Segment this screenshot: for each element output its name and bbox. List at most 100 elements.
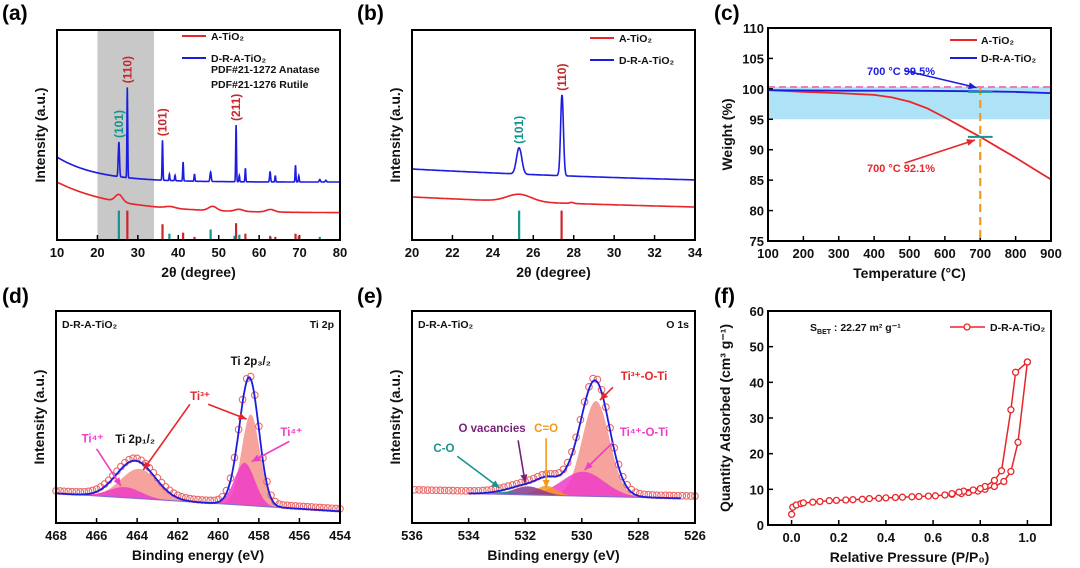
- x-tick-label: 32: [647, 245, 661, 260]
- x-tick-label: 60: [252, 245, 266, 260]
- annotation-arrow-head: [968, 82, 977, 90]
- component-peak: [468, 486, 681, 499]
- raw-data-point: [427, 486, 436, 495]
- adsorption-line: [790, 361, 1029, 515]
- x-tick-label: 20: [405, 245, 419, 260]
- y-tick-label: 80: [750, 204, 764, 219]
- panel-d: (d) 468 466 464 462 460 458 456 454 Binding energ…: [2, 285, 352, 563]
- legend-label: D-R-A-TiO₂: [981, 53, 1037, 65]
- raw-data-point: [678, 491, 687, 500]
- x-tick-label: 464: [126, 528, 148, 543]
- annotation-label: Ti⁴⁺: [82, 433, 104, 445]
- plot-frame: [767, 310, 1052, 526]
- y-axis-label: Intensity (a.u.): [387, 370, 403, 465]
- annotation-arrow-head: [251, 454, 261, 462]
- raw-data-point: [415, 486, 423, 494]
- x-tick-label: 500: [899, 246, 921, 261]
- x-axis-label: 2θ (degree): [161, 264, 235, 280]
- plot-frame: [55, 310, 341, 524]
- x-tick-label: 24: [486, 245, 501, 260]
- x-axis-label: Temperature (°C): [853, 265, 966, 281]
- annotation-label: 700 °C 92.1%: [867, 163, 935, 175]
- adsorption-point: [799, 499, 808, 507]
- y-tick-label: 95: [750, 112, 764, 127]
- x-tick-label: 534: [458, 528, 480, 543]
- peak-label: (110): [555, 64, 569, 91]
- peak-label: (211): [229, 94, 243, 121]
- desorption-point: [990, 476, 999, 485]
- x-tick-label: 0.4: [877, 530, 896, 545]
- series-line-a-tio2: [56, 181, 340, 214]
- y-axis-label: Intensity (a.u.): [31, 370, 47, 465]
- legend: D-R-A-TiO₂: [950, 322, 1046, 334]
- annotation-arrow-head: [113, 477, 121, 486]
- x-tick-label: 526: [684, 528, 706, 543]
- legend: A-TiO₂ D-R-A-TiO₂: [950, 35, 1037, 65]
- raw-data-point: [432, 486, 440, 495]
- y-tick-label: 20: [750, 447, 764, 462]
- y-tick-label: 110: [743, 21, 764, 36]
- desorption-point: [976, 484, 984, 493]
- x-tick-label: 532: [514, 528, 536, 543]
- raw-data-point: [453, 486, 462, 495]
- y-axis: 75 80 85 90 95 100 105 110: [742, 21, 773, 249]
- annotation-label: O vacancies: [459, 423, 526, 435]
- x-axis: 468 466 464 462 460 458 456 454: [45, 518, 352, 543]
- desorption-line: [951, 361, 1028, 495]
- annotation-arrow-head: [584, 461, 593, 470]
- y-axis-label: Intensity (a.u.): [32, 88, 48, 183]
- x-tick-label: 456: [289, 528, 311, 543]
- x-tick-label: 900: [1040, 246, 1062, 261]
- x-tick-label: 20: [90, 245, 104, 260]
- sbet-label: SBET : 22.27 m² g⁻¹: [810, 322, 901, 336]
- raw-data-point: [449, 486, 457, 495]
- x-tick-label: 466: [86, 528, 108, 543]
- adsorption-point: [924, 492, 933, 500]
- x-tick-label: 80: [333, 245, 347, 260]
- raw-data-point: [436, 486, 445, 495]
- region-label: Ti 2p: [310, 319, 334, 331]
- component-peak: [56, 468, 340, 512]
- legend-label: D-R-A-TiO₂: [211, 53, 267, 65]
- panel-label: (e): [357, 285, 383, 308]
- panel-f: (f) 0.0 0.2 0.4 0.6 0.8 1.0 Relative Pressure (…: [714, 285, 1052, 565]
- x-tick-label: 528: [628, 528, 650, 543]
- legend-marker: [963, 323, 971, 331]
- desorption-point: [969, 486, 977, 494]
- adsorption-point: [832, 496, 841, 505]
- x-tick-label: 400: [863, 246, 885, 261]
- adsorption-point: [1014, 438, 1022, 446]
- series-line-a-tio2: [767, 89, 1052, 181]
- component-peak: [56, 487, 340, 512]
- panel-c: (c) 100 200 300 400 500 600 700 800 900 Temperatur…: [714, 2, 1062, 281]
- annotation-arrow-head: [491, 480, 500, 489]
- annotation-label: Ti 2p₃/₂: [231, 356, 271, 368]
- x-tick-label: 530: [571, 528, 593, 543]
- series-line-a-tio2: [411, 193, 695, 208]
- y-axis-label: Weight (%): [719, 98, 735, 170]
- x-tick-label: 700: [969, 246, 991, 261]
- peak-label: (101): [156, 108, 170, 136]
- legend: A-TiO₂ D-R-A-TiO₂: [590, 33, 675, 67]
- legend-label: A-TiO₂: [211, 31, 244, 43]
- panel-label: (a): [2, 2, 28, 25]
- adsorption-point: [908, 493, 916, 501]
- annotation-arrow-head: [599, 391, 609, 401]
- x-tick-label: 70: [292, 245, 306, 260]
- x-tick-label: 200: [793, 246, 815, 261]
- adsorption-point: [875, 494, 883, 502]
- y-tick-label: 40: [750, 375, 764, 390]
- x-tick-label: 28: [566, 245, 580, 260]
- adsorption-point: [931, 492, 940, 500]
- raw-data-point: [457, 486, 466, 495]
- raw-data-point: [682, 492, 691, 500]
- annotation-arrow-head: [143, 461, 151, 470]
- adsorption-point: [816, 497, 824, 506]
- annotation-arrow-head: [237, 412, 247, 420]
- adsorption-point: [990, 482, 999, 491]
- x-tick-label: 50: [211, 245, 225, 260]
- y-tick-label: 105: [742, 51, 764, 66]
- x-tick-label: 454: [329, 528, 351, 543]
